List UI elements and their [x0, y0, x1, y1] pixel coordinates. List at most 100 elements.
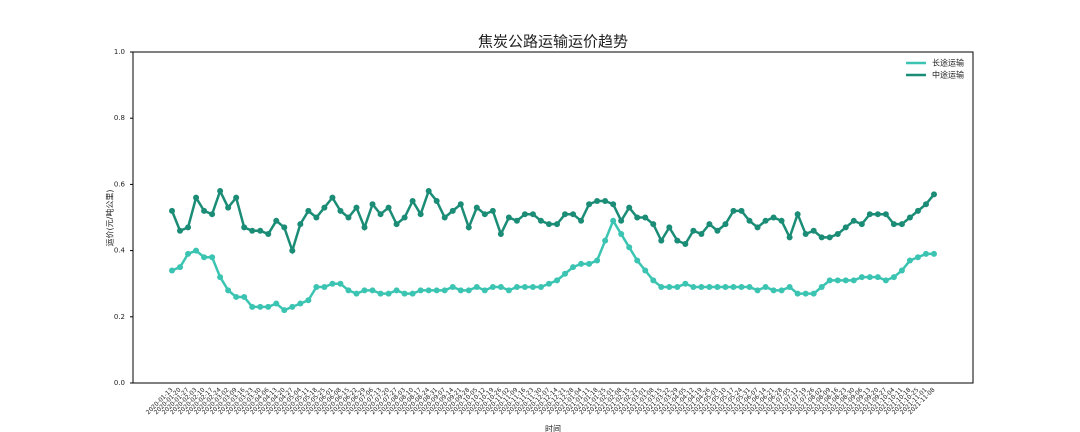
data-point	[249, 227, 256, 234]
data-point	[353, 290, 360, 297]
data-point	[417, 287, 424, 294]
data-point	[281, 224, 288, 231]
data-point	[594, 257, 601, 264]
data-point	[722, 221, 729, 228]
data-point	[345, 287, 352, 294]
data-point	[465, 224, 472, 231]
data-point	[898, 267, 905, 274]
data-point	[385, 290, 392, 297]
data-point	[778, 217, 785, 224]
data-point	[874, 211, 881, 218]
data-point	[802, 290, 809, 297]
data-point	[634, 214, 641, 221]
data-point	[329, 194, 336, 201]
data-point	[642, 214, 649, 221]
data-point	[690, 284, 697, 291]
data-point	[169, 267, 175, 274]
data-point	[931, 191, 937, 198]
data-point	[289, 247, 296, 254]
data-point	[529, 211, 536, 218]
data-point	[618, 231, 625, 238]
data-point	[393, 287, 400, 294]
data-point	[698, 284, 705, 291]
data-point	[578, 260, 585, 267]
y-tick-label: 0.8	[114, 114, 125, 122]
data-point	[401, 290, 408, 297]
data-point	[465, 287, 472, 294]
data-point	[730, 284, 737, 291]
data-point	[377, 211, 384, 218]
data-point	[497, 284, 504, 291]
data-point	[738, 284, 745, 291]
data-point	[193, 194, 200, 201]
data-point	[586, 260, 593, 267]
data-point	[730, 207, 737, 214]
data-point	[177, 264, 184, 271]
data-point	[882, 211, 889, 218]
data-point	[554, 221, 561, 228]
data-point	[505, 287, 512, 294]
data-point	[209, 211, 216, 218]
data-point	[858, 274, 865, 281]
data-point	[922, 250, 929, 257]
data-point	[714, 227, 721, 234]
data-point	[834, 277, 841, 284]
data-point	[497, 231, 504, 238]
data-point	[914, 254, 921, 261]
data-point	[674, 284, 681, 291]
data-point	[826, 234, 833, 241]
data-point	[521, 211, 528, 218]
data-point	[225, 204, 232, 211]
data-point	[441, 287, 448, 294]
data-point	[602, 197, 609, 204]
data-point	[513, 217, 520, 224]
data-point	[642, 267, 649, 274]
data-point	[722, 284, 729, 291]
data-point	[570, 264, 577, 271]
data-point	[361, 224, 368, 231]
data-point	[201, 207, 208, 214]
data-point	[810, 290, 817, 297]
y-tick-label: 1.0	[114, 48, 125, 56]
data-point	[666, 284, 673, 291]
data-point	[409, 290, 416, 297]
data-point	[241, 224, 248, 231]
data-point	[297, 300, 304, 307]
y-tick-label: 0.4	[114, 247, 126, 255]
data-point	[650, 221, 657, 228]
data-point	[209, 254, 216, 261]
data-point	[810, 227, 817, 234]
data-point	[377, 290, 384, 297]
data-point	[778, 287, 785, 294]
data-point	[257, 303, 264, 310]
data-point	[802, 231, 809, 238]
data-point	[626, 244, 633, 251]
data-point	[273, 300, 280, 307]
data-point	[265, 303, 272, 310]
data-point	[521, 284, 528, 291]
data-point	[481, 211, 488, 218]
legend-label: 中途运输	[932, 70, 964, 80]
data-point	[762, 217, 769, 224]
data-point	[890, 221, 897, 228]
data-point	[457, 287, 464, 294]
data-point	[393, 221, 400, 228]
data-point	[529, 284, 536, 291]
data-point	[241, 293, 248, 300]
data-point	[409, 197, 416, 204]
data-point	[578, 217, 585, 224]
data-point	[249, 303, 256, 310]
data-point	[337, 280, 344, 287]
data-point	[754, 287, 761, 294]
data-point	[321, 284, 328, 291]
data-point	[313, 284, 320, 291]
data-point	[650, 277, 657, 284]
y-axis-label: 运价(元/吨公里)	[105, 190, 115, 247]
data-point	[217, 188, 224, 195]
data-point	[682, 280, 689, 287]
data-point	[297, 221, 304, 228]
data-point	[858, 221, 865, 228]
data-point	[714, 284, 721, 291]
data-point	[770, 214, 777, 221]
